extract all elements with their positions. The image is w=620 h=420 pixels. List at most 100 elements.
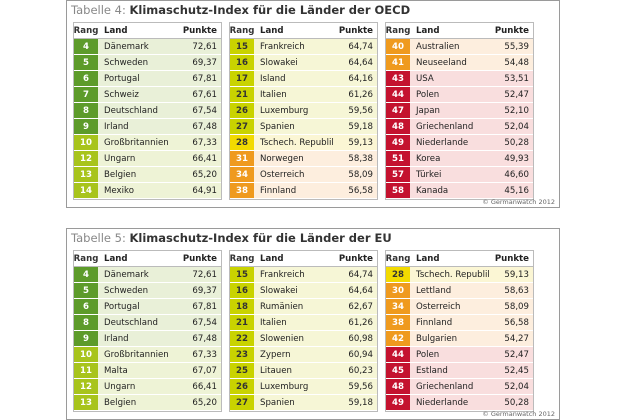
country-cell: Großbritannien: [104, 137, 169, 148]
rank-cell: 25: [230, 363, 254, 378]
country-cell: Bulgarien: [416, 333, 458, 344]
country-cell: Belgien: [104, 397, 137, 408]
points-cell: 67,54: [192, 105, 217, 116]
country-cell: Polen: [416, 89, 440, 100]
rank-cell: 34: [386, 299, 410, 314]
header-cell: Punkte: [494, 253, 529, 264]
rank-cell: 5: [74, 283, 98, 298]
points-cell: 64,64: [348, 285, 373, 296]
table-row: 4 Dänemark 72,61: [74, 267, 221, 283]
table-row: 12 Ungarn 66,41: [74, 151, 221, 167]
header-cell: Punkte: [182, 253, 217, 264]
rank-cell: 45: [386, 363, 410, 378]
rank-cell: 14: [74, 183, 98, 198]
country-cell: Deutschland: [104, 317, 158, 328]
country-cell: USA: [416, 73, 434, 84]
table-row: 28 Tschech. Republik 59,13: [230, 135, 377, 151]
points-cell: 56,58: [348, 185, 373, 196]
table-column: Rang Land Punkte 4 Dänemark 72,61 5 Schweden 69,…: [73, 250, 222, 412]
table-row: 28 Tschech. Republik 59,13: [386, 267, 533, 283]
table-row: 27 Spanien 59,18: [230, 395, 377, 411]
country-cell: Niederlande: [416, 137, 469, 148]
rank-cell: 21: [230, 315, 254, 330]
table-row: 26 Luxemburg 59,56: [230, 103, 377, 119]
rank-cell: 28: [230, 135, 254, 150]
country-cell: Polen: [416, 349, 440, 360]
table-row: 45 Estland 52,45: [386, 363, 533, 379]
country-cell: Österreich: [416, 301, 461, 312]
rank-cell: 4: [74, 267, 98, 282]
country-cell: Slowakei: [260, 285, 298, 296]
points-cell: 62,67: [348, 301, 373, 312]
table-row: 12 Ungarn 66,41: [74, 379, 221, 395]
country-cell: Frankreich: [260, 269, 305, 280]
country-cell: Griechenland: [416, 121, 474, 132]
header-row: Rang Land Punkte: [230, 251, 377, 267]
rank-cell: 34: [230, 167, 254, 182]
rank-cell: 21: [230, 87, 254, 102]
points-cell: 50,28: [504, 397, 529, 408]
rank-cell: 11: [74, 363, 98, 378]
country-cell: Japan: [416, 105, 440, 116]
points-cell: 64,74: [348, 269, 373, 280]
points-cell: 59,18: [348, 397, 373, 408]
points-cell: 61,26: [348, 89, 373, 100]
table-row: 4 Dänemark 72,61: [74, 39, 221, 55]
rank-cell: 49: [386, 135, 410, 150]
country-cell: Ungarn: [104, 381, 136, 392]
header-row: Rang Land Punkte: [74, 251, 221, 267]
rank-cell: 26: [230, 103, 254, 118]
rank-cell: 16: [230, 55, 254, 70]
table-column: Rang Land Punkte 40 Australien 55,39 41 Neuseel…: [385, 22, 534, 200]
table-row: 44 Polen 52,47: [386, 87, 533, 103]
points-cell: 49,93: [504, 153, 529, 164]
rank-cell: 27: [230, 395, 254, 410]
rank-cell: 15: [230, 267, 254, 282]
credit: © Germanwatch 2012: [482, 198, 555, 206]
table-row: 6 Portugal 67,81: [74, 299, 221, 315]
rank-cell: 48: [386, 379, 410, 394]
rank-cell: 23: [230, 347, 254, 362]
rank-cell: 5: [74, 55, 98, 70]
table-row: 10 Großbritannien 67,33: [74, 135, 221, 151]
points-cell: 46,60: [504, 169, 529, 180]
header-cell: Rang: [385, 25, 411, 36]
table-column: Rang Land Punkte 4 Dänemark 72,61 5 Schweden 69,…: [73, 22, 222, 200]
rank-cell: 40: [386, 39, 410, 54]
points-cell: 50,28: [504, 137, 529, 148]
table-row: 58 Kanada 45,16: [386, 183, 533, 199]
table-row: 15 Frankreich 64,74: [230, 267, 377, 283]
table-row: 16 Slowakei 64,64: [230, 55, 377, 71]
title-text: Klimaschutz-Index für die Länder der EU: [129, 231, 392, 245]
points-cell: 64,91: [192, 185, 217, 196]
points-cell: 72,61: [192, 269, 217, 280]
points-cell: 67,48: [192, 121, 217, 132]
rank-cell: 6: [74, 71, 98, 86]
title-prefix: Tabelle 4:: [71, 3, 126, 17]
points-cell: 67,61: [192, 89, 217, 100]
header-cell: Rang: [385, 253, 411, 264]
points-cell: 52,45: [504, 365, 529, 376]
points-cell: 58,09: [348, 169, 373, 180]
country-cell: Spanien: [260, 397, 295, 408]
country-cell: Italien: [260, 89, 287, 100]
table-row: 49 Niederlande 50,28: [386, 395, 533, 411]
points-cell: 55,39: [504, 41, 529, 52]
country-cell: Griechenland: [416, 381, 474, 392]
country-cell: Estland: [416, 365, 448, 376]
table-row: 21 Italien 61,26: [230, 315, 377, 331]
table-row: 42 Bulgarien 54,27: [386, 331, 533, 347]
rank-cell: 8: [74, 315, 98, 330]
points-cell: 54,27: [504, 333, 529, 344]
country-cell: Irland: [104, 333, 129, 344]
table-panel: Tabelle 4: Klimaschutz-Index für die Län…: [66, 0, 560, 208]
table-row: 9 Irland 67,48: [74, 331, 221, 347]
rank-cell: 16: [230, 283, 254, 298]
table-row: 41 Neuseeland 54,48: [386, 55, 533, 71]
table-row: 43 USA 53,51: [386, 71, 533, 87]
points-cell: 65,20: [192, 397, 217, 408]
country-cell: Irland: [104, 121, 129, 132]
table-row: 6 Portugal 67,81: [74, 71, 221, 87]
table-column: Rang Land Punkte 28 Tschech. Republik 59,13 30…: [385, 250, 534, 412]
rank-cell: 44: [386, 347, 410, 362]
